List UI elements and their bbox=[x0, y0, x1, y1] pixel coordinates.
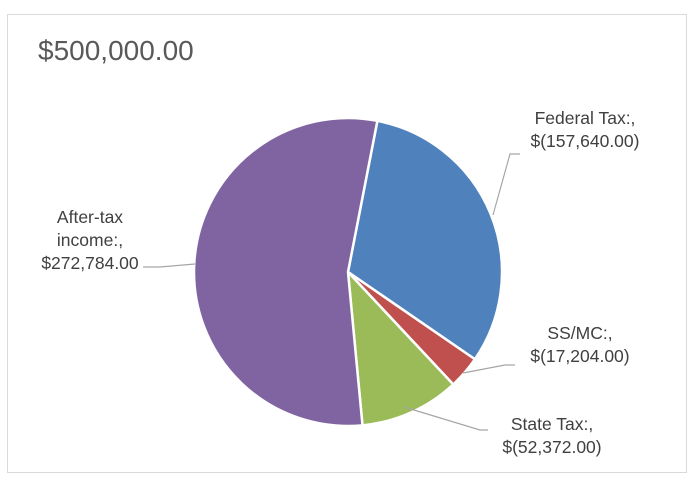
data-label-ss-mc: SS/MC:, $(17,204.00) bbox=[530, 323, 629, 366]
data-label-after-tax-income: After-tax income:, $272,784.00 bbox=[41, 207, 139, 273]
leader-line-ss-mc bbox=[462, 364, 515, 374]
pie-slice-federal-tax bbox=[346, 119, 504, 361]
chart-title: $500,000.00 bbox=[38, 35, 194, 66]
data-label-state-tax: State Tax:, $(52,372.00) bbox=[502, 414, 601, 457]
leader-line-state-tax bbox=[403, 406, 488, 431]
leader-line-after-tax-income bbox=[143, 263, 196, 268]
pie-slice-state-tax bbox=[346, 270, 455, 427]
leader-line-federal-tax bbox=[492, 153, 520, 216]
data-label-federal-tax: Federal Tax:, $(157,640.00) bbox=[531, 108, 640, 151]
